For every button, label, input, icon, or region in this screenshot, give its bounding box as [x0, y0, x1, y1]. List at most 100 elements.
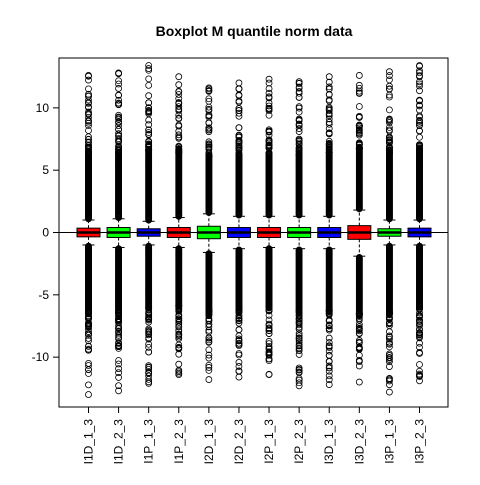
- outlier-point: [85, 312, 92, 320]
- outlier-point: [295, 379, 303, 387]
- outlier-point: [115, 115, 122, 123]
- outlier-point: [265, 138, 273, 146]
- outlier-point: [205, 119, 213, 127]
- outlier-point: [355, 358, 363, 366]
- outlier-point-min: [175, 371, 183, 378]
- outlier-point: [145, 334, 153, 342]
- outlier-point: [115, 369, 122, 377]
- outlier-point: [145, 108, 153, 116]
- outlier-point: [416, 303, 423, 311]
- outlier-point: [145, 340, 153, 348]
- outlier-point: [85, 331, 92, 339]
- outlier-point: [355, 351, 363, 359]
- outlier-point: [85, 346, 92, 354]
- outlier-point-min: [85, 391, 92, 398]
- outlier-point: [295, 116, 303, 124]
- outlier-point: [416, 96, 423, 104]
- outlier-point: [115, 340, 122, 347]
- outlier-point: [386, 343, 393, 351]
- outlier-point: [235, 326, 243, 334]
- outlier-point: [85, 321, 92, 329]
- outlier-point: [115, 374, 122, 381]
- outlier-point: [355, 330, 363, 338]
- outlier-point: [355, 313, 363, 321]
- outlier-point: [416, 127, 423, 135]
- outlier-point: [145, 328, 153, 336]
- outlier-point: [85, 96, 92, 104]
- outlier-point: [265, 327, 273, 335]
- outlier-point: [85, 117, 92, 125]
- outlier-point: [295, 94, 303, 101]
- outlier-point: [235, 92, 243, 99]
- outlier-point: [235, 319, 243, 327]
- outlier-point: [355, 84, 363, 92]
- box-I3P_1_3: [377, 68, 402, 396]
- outlier-point: [265, 322, 273, 329]
- outlier-point: [355, 345, 363, 352]
- outlier-point: [235, 367, 243, 375]
- outlier-point: [235, 335, 243, 343]
- outlier-point: [115, 357, 122, 364]
- chart-title: Boxplot M quantile norm data: [156, 23, 353, 39]
- outlier-point: [416, 119, 423, 127]
- outlier-point: [265, 357, 273, 365]
- box-I2P_1_3: [257, 75, 282, 378]
- outlier-point: [235, 132, 243, 139]
- outlier-point: [416, 116, 423, 124]
- outlier-point-max: [115, 69, 122, 77]
- outlier-point: [416, 80, 423, 88]
- outlier-point: [205, 361, 213, 369]
- outlier-point-max: [175, 73, 183, 81]
- outlier-point: [115, 343, 122, 351]
- outlier-point: [265, 355, 273, 363]
- box-I1P_2_3: [166, 73, 191, 378]
- outlier-point: [325, 344, 333, 351]
- outlier-point: [386, 124, 393, 131]
- outlier-point: [325, 307, 333, 314]
- outlier-point: [115, 101, 122, 108]
- outlier-point: [85, 366, 92, 374]
- outlier-point: [386, 116, 393, 124]
- outlier-point: [416, 321, 423, 329]
- outlier-point: [355, 362, 363, 370]
- outlier-point: [205, 346, 213, 354]
- y-tick-label: 0: [42, 226, 49, 240]
- outlier-point: [205, 149, 213, 157]
- outlier-point: [235, 105, 243, 112]
- outlier-point: [235, 317, 243, 325]
- outlier-point: [295, 150, 303, 158]
- outlier-point: [416, 106, 423, 114]
- outlier-point: [175, 305, 183, 313]
- outlier-point: [85, 99, 92, 107]
- outlier-point: [175, 95, 183, 103]
- outlier-point: [205, 315, 213, 323]
- outlier-point: [325, 125, 333, 133]
- outlier-point: [85, 85, 92, 93]
- outlier-point: [325, 110, 333, 118]
- outlier-point: [145, 129, 153, 136]
- outlier-point: [355, 90, 363, 97]
- outlier-point: [295, 366, 303, 374]
- outlier-point: [325, 148, 333, 156]
- outlier-point: [265, 306, 273, 314]
- outlier-point: [175, 335, 183, 343]
- outlier-point: [115, 96, 122, 104]
- outlier-point: [325, 83, 333, 91]
- outlier-point: [325, 144, 333, 152]
- outlier-point: [386, 315, 393, 323]
- x-tick-label: I2P_2_3: [292, 419, 306, 464]
- outlier-point: [145, 348, 153, 356]
- outlier-point: [115, 382, 122, 390]
- outlier-point: [325, 367, 333, 375]
- outlier-point: [205, 364, 213, 371]
- outlier-point: [386, 106, 393, 114]
- outlier-point: [175, 368, 183, 376]
- outlier-point: [205, 138, 213, 146]
- outlier-point: [145, 121, 153, 129]
- outlier-point-min: [386, 388, 393, 396]
- outlier-point: [175, 103, 183, 111]
- outlier-point: [85, 133, 92, 141]
- outlier-point: [175, 360, 183, 368]
- outlier-point: [386, 375, 393, 382]
